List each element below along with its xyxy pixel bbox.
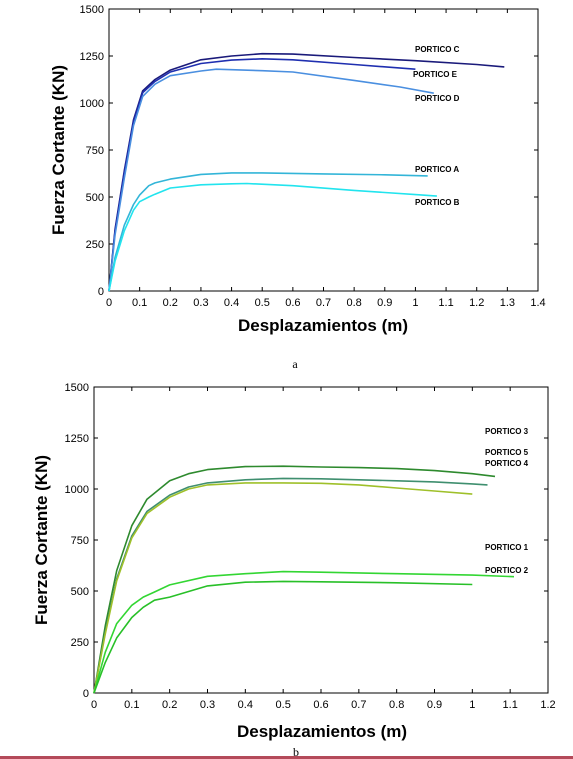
y-tick-label-b: 1250 [65, 433, 89, 445]
y-tick-label-a: 750 [86, 145, 104, 157]
series-line-portico-b [108, 182, 437, 292]
y-tick-label-b: 1000 [65, 484, 89, 496]
x-tick-label-a: 0.1 [132, 297, 147, 309]
series-line-portico-e [108, 58, 416, 292]
series-line-portico-4 [93, 482, 473, 694]
series-label-portico-3: PORTICO 3 [485, 427, 529, 436]
x-tick-label-a: 0.2 [163, 297, 178, 309]
y-tick-label-a: 0 [98, 286, 104, 298]
x-tick-label-a: 1.1 [438, 297, 453, 309]
chart-a: 0 0.1 0.2 0.3 0.4 0.5 0.6 0.7 0.8 0.9 1 1.1 1.2 1.3 1.… [49, 4, 546, 371]
x-tick-label-b: 0.5 [276, 699, 291, 711]
series-label-portico-e: PORTICO E [413, 70, 458, 79]
series-label-portico-2: PORTICO 2 [485, 566, 529, 575]
x-tick-label-b: 0.9 [427, 699, 442, 711]
x-tick-label-b: 0.1 [124, 699, 139, 711]
axis-ticks-b: 0 0.1 0.2 0.3 0.4 0.5 0.6 0.7 0.8 0.9 1 1.1 1.2 0 250 5… [65, 382, 556, 711]
y-tick-label-b: 750 [71, 535, 89, 547]
x-tick-label-a: 0.7 [316, 297, 331, 309]
series-labels-a: PORTICO C PORTICO E PORTICO D PORTICO A PORT… [413, 45, 460, 207]
series-group-a [108, 52, 505, 292]
x-tick-label-b: 0.7 [351, 699, 366, 711]
x-tick-label-a: 1 [412, 297, 418, 309]
x-tick-label-b: 0.8 [389, 699, 404, 711]
y-tick-label-b: 500 [71, 586, 89, 598]
chart-b: 0 0.1 0.2 0.3 0.4 0.5 0.6 0.7 0.8 0.9 1 1.1 1.2 0 250 5… [32, 382, 556, 759]
axis-ticks-a: 0 0.1 0.2 0.3 0.4 0.5 0.6 0.7 0.8 0.9 1 1.1 1.2 1.3 1.… [80, 4, 546, 309]
series-labels-b: PORTICO 3 PORTICO 5 PORTICO 4 PORTICO 1 PORT… [485, 427, 529, 575]
caption-a: a [292, 357, 298, 371]
y-tick-label-a: 1500 [80, 4, 104, 16]
x-tick-label-b: 0 [91, 699, 97, 711]
y-tick-label-a: 1000 [80, 98, 104, 110]
x-axis-label-a: Desplazamientos (m) [238, 316, 408, 335]
caption-b: b [293, 745, 299, 759]
series-label-portico-b: PORTICO B [415, 198, 460, 207]
series-line-portico-5 [93, 477, 488, 694]
y-tick-label-a: 500 [86, 192, 104, 204]
series-label-portico-4: PORTICO 4 [485, 459, 529, 468]
x-tick-label-a: 0.8 [346, 297, 361, 309]
x-tick-label-b: 0.2 [162, 699, 177, 711]
series-label-portico-a: PORTICO A [415, 165, 459, 174]
y-tick-label-b: 1500 [65, 382, 89, 394]
x-tick-label-b: 0.6 [313, 699, 328, 711]
y-tick-label-b: 250 [71, 637, 89, 649]
series-line-portico-2 [93, 580, 473, 694]
x-tick-label-a: 1.2 [469, 297, 484, 309]
y-axis-label-a: Fuerza Cortante (KN) [49, 65, 68, 235]
series-label-portico-1: PORTICO 1 [485, 543, 529, 552]
y-tick-label-a: 1250 [80, 51, 104, 63]
series-line-portico-d [108, 68, 434, 292]
bottom-rule [0, 756, 573, 759]
x-tick-label-a: 0.5 [255, 297, 270, 309]
series-group-b [93, 465, 515, 694]
series-label-portico-5: PORTICO 5 [485, 448, 529, 457]
x-tick-label-a: 0.3 [193, 297, 208, 309]
x-tick-label-b: 1 [469, 699, 475, 711]
plot-frame-a [108, 8, 539, 292]
series-line-portico-3 [93, 465, 496, 694]
x-tick-label-a: 0 [106, 297, 112, 309]
plot-frame-b [93, 386, 549, 694]
x-tick-label-b: 0.3 [200, 699, 215, 711]
x-tick-label-b: 1.2 [540, 699, 555, 711]
x-tick-label-b: 1.1 [503, 699, 518, 711]
y-tick-label-a: 250 [86, 239, 104, 251]
x-tick-label-a: 1.3 [500, 297, 515, 309]
series-label-portico-c: PORTICO C [415, 45, 460, 54]
x-tick-label-a: 0.6 [285, 297, 300, 309]
x-tick-label-a: 0.4 [224, 297, 239, 309]
series-line-portico-a [108, 172, 428, 292]
series-label-portico-d: PORTICO D [415, 94, 460, 103]
x-tick-label-a: 0.9 [377, 297, 392, 309]
series-line-portico-1 [93, 570, 515, 694]
x-tick-label-a: 1.4 [530, 297, 545, 309]
x-axis-label-b: Desplazamientos (m) [237, 722, 407, 741]
x-tick-label-b: 0.4 [238, 699, 253, 711]
y-axis-label-b: Fuerza Cortante (KN) [32, 455, 51, 625]
y-tick-label-b: 0 [83, 688, 89, 700]
